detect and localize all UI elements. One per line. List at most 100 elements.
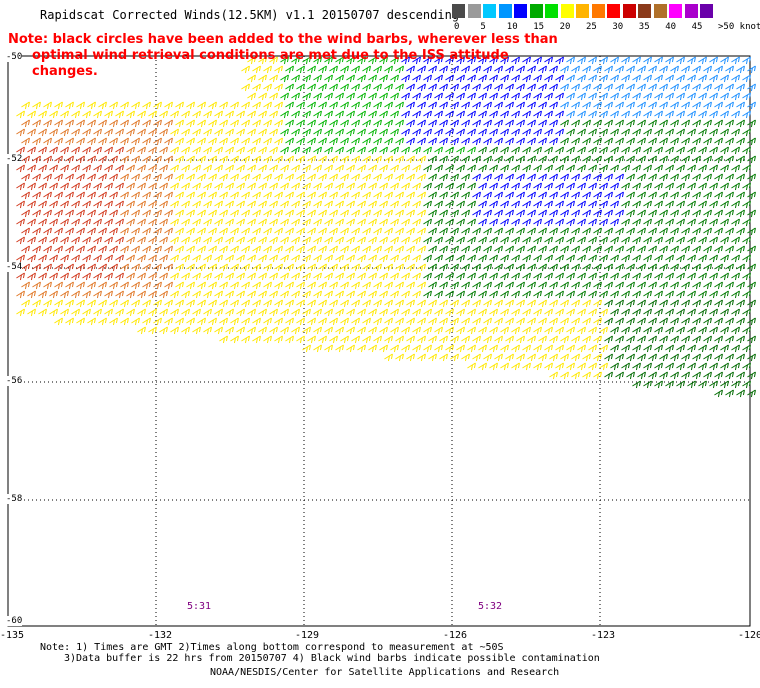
wind-barb [747, 191, 756, 200]
wind-barb [153, 137, 162, 146]
wind-barb [384, 227, 393, 236]
wind-barb [197, 137, 206, 146]
wind-barb [522, 56, 531, 65]
wind-barb [461, 353, 470, 362]
wind-barb [533, 182, 542, 191]
wind-barb [197, 155, 206, 164]
wind-barb [16, 182, 25, 191]
wind-barb [648, 245, 657, 254]
wind-barb [555, 92, 564, 101]
wind-barb [82, 182, 91, 191]
wind-barb [395, 281, 404, 290]
wind-barb [450, 353, 459, 362]
wind-barb [87, 263, 96, 272]
wind-barb [615, 335, 624, 344]
wind-barb [38, 290, 47, 299]
wind-barb [65, 263, 74, 272]
wind-barb [505, 281, 514, 290]
wind-barb [65, 299, 74, 308]
wind-barb [698, 128, 707, 137]
wind-barb [467, 362, 476, 371]
wind-barb [439, 299, 448, 308]
wind-barb [285, 209, 294, 218]
wind-barb [203, 308, 212, 317]
wind-barb [461, 245, 470, 254]
wind-barb [401, 182, 410, 191]
wind-barb [439, 191, 448, 200]
wind-barb [428, 263, 437, 272]
wind-barb [560, 191, 569, 200]
wind-barb [670, 209, 679, 218]
wind-barb [263, 227, 272, 236]
wind-barb [571, 299, 580, 308]
wind-barb [43, 209, 52, 218]
wind-barb [357, 254, 366, 263]
wind-barb [659, 209, 668, 218]
wind-barb [698, 362, 707, 371]
wind-barb [412, 326, 421, 335]
wind-barb [439, 209, 448, 218]
wind-barb [472, 83, 481, 92]
wind-barb [384, 335, 393, 344]
wind-barb [329, 245, 338, 254]
wind-barb [335, 110, 344, 119]
wind-barb [588, 110, 597, 119]
wind-barb [49, 272, 58, 281]
wind-barb [324, 56, 333, 65]
wind-barb [676, 380, 685, 389]
wind-barb [269, 308, 278, 317]
wind-barb [324, 254, 333, 263]
wind-barb [258, 146, 267, 155]
wind-barb [659, 281, 668, 290]
wind-barb [516, 65, 525, 74]
wind-barb [285, 299, 294, 308]
wind-barb [665, 218, 674, 227]
wind-barb [511, 200, 520, 209]
wind-barb [208, 281, 217, 290]
wind-barb [170, 326, 179, 335]
wind-barb [665, 308, 674, 317]
wind-barb [115, 290, 124, 299]
wind-barb [687, 74, 696, 83]
wind-barb [82, 308, 91, 317]
wind-barb [533, 272, 542, 281]
wind-barb [384, 245, 393, 254]
wind-barb [527, 263, 536, 272]
wind-barb [643, 110, 652, 119]
colorbar-swatch [576, 4, 589, 18]
wind-barb [676, 200, 685, 209]
wind-barb [571, 317, 580, 326]
wind-barb [720, 92, 729, 101]
wind-barb [747, 281, 756, 290]
wind-barb [731, 74, 740, 83]
wind-barb [181, 308, 190, 317]
wind-barb [456, 236, 465, 245]
wind-barb [593, 191, 602, 200]
wind-barb [588, 254, 597, 263]
wind-barb [632, 146, 641, 155]
wind-barb [280, 110, 289, 119]
wind-barb [208, 191, 217, 200]
wind-barb [373, 83, 382, 92]
colorbar-label: >50 knots [718, 22, 760, 32]
wind-barb [582, 317, 591, 326]
wind-barb [747, 335, 756, 344]
wind-barb [98, 281, 107, 290]
wind-barb [626, 245, 635, 254]
wind-barb [247, 272, 256, 281]
wind-barb [472, 209, 481, 218]
wind-barb [709, 362, 718, 371]
wind-barb [93, 218, 102, 227]
wind-barb [186, 101, 195, 110]
wind-barb [676, 290, 685, 299]
lon-label-132: -132 [148, 630, 173, 641]
wind-barb [137, 146, 146, 155]
wind-barb [434, 254, 443, 263]
wind-barb [692, 101, 701, 110]
wind-barb [483, 191, 492, 200]
wind-barb [329, 281, 338, 290]
wind-barb [203, 272, 212, 281]
wind-barb [615, 371, 624, 380]
wind-barb [230, 191, 239, 200]
wind-barb [681, 209, 690, 218]
